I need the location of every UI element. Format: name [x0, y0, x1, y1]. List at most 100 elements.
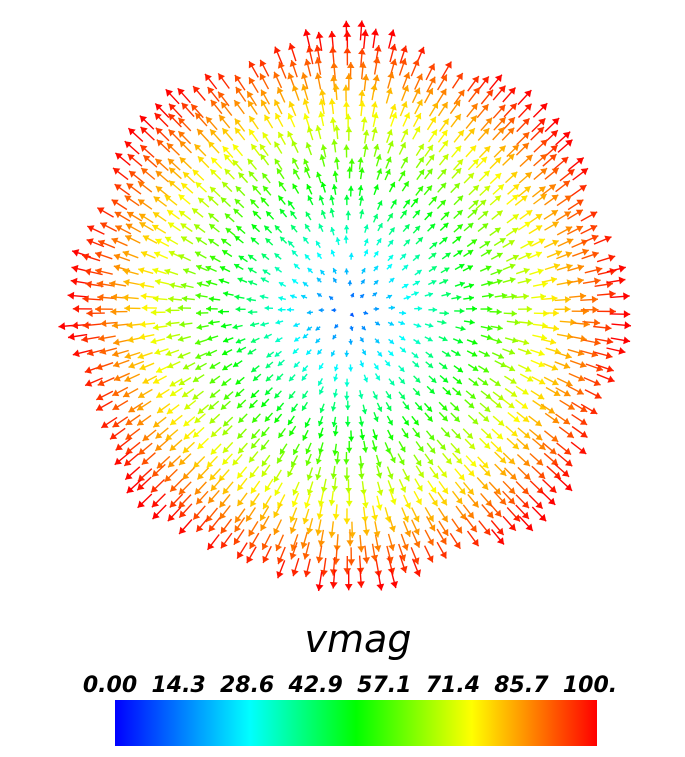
vector-glyph-head — [349, 326, 354, 331]
vector-glyph-head — [357, 546, 365, 553]
vector-glyph-head — [275, 337, 281, 342]
vector-glyph-head — [482, 461, 489, 469]
vector-glyph-head — [387, 71, 395, 79]
vector-glyph-head — [167, 158, 175, 166]
vector-glyph-head — [97, 379, 105, 387]
vector-glyph-head — [220, 322, 227, 329]
vector-glyph-head — [442, 415, 448, 422]
vector-glyph-head — [166, 333, 173, 340]
vector-glyph-head — [508, 240, 515, 246]
vector-glyph-head — [496, 252, 503, 259]
vector-glyph-head — [522, 388, 529, 395]
vector-glyph-head — [273, 475, 280, 483]
vector-glyph-head — [590, 224, 598, 232]
vector-glyph-head — [362, 557, 370, 564]
vector-glyph-head — [389, 321, 394, 326]
vector-glyph-head — [524, 90, 532, 98]
vector-glyph-head — [485, 393, 492, 399]
vector-glyph-head — [496, 308, 502, 315]
vector-glyph-head — [218, 278, 225, 284]
vector-glyph-head — [317, 293, 322, 298]
vector-glyph-head — [219, 114, 226, 122]
vector-glyph-head — [429, 388, 435, 394]
vector-glyph-head — [376, 168, 383, 175]
vector-glyph-head — [248, 77, 256, 85]
vector-glyph-head — [535, 214, 543, 221]
vector-glyph-head — [316, 171, 322, 178]
vector-glyph-head — [194, 144, 202, 151]
vector-glyph-head — [306, 527, 314, 535]
vector-glyph-head — [344, 584, 353, 591]
vector-glyph-head — [386, 129, 393, 136]
vector-glyph-head — [222, 458, 229, 465]
vector-glyph-head — [618, 347, 626, 355]
vector-glyph-head — [331, 184, 338, 190]
vector-glyph-head — [113, 167, 121, 175]
vector-glyph-head — [454, 432, 461, 439]
vector-glyph-head — [399, 170, 406, 177]
vector-glyph-head — [468, 469, 475, 477]
vector-glyph-head — [440, 169, 447, 175]
vector-glyph-head — [294, 337, 299, 342]
vector-glyph-head — [246, 555, 254, 564]
vector-glyph-head — [440, 88, 447, 96]
vector-glyph-head — [360, 116, 368, 123]
vector-glyph-head — [128, 361, 136, 369]
vector-glyph-head — [389, 43, 397, 51]
vector-glyph-head — [334, 458, 341, 465]
vector-glyph-head — [274, 158, 281, 165]
vector-glyph-head — [143, 155, 151, 163]
vector-glyph-head — [442, 154, 449, 161]
vector-glyph-head — [259, 144, 266, 151]
vector-glyph-head — [196, 497, 203, 505]
vector-glyph-head — [195, 182, 202, 189]
vector-glyph-head — [403, 112, 411, 119]
vector-glyph-head — [293, 322, 299, 328]
vector-glyph-head — [261, 460, 268, 467]
vector-glyph-head — [300, 541, 308, 549]
vector-glyph-head — [350, 293, 355, 298]
vector-glyph-head — [154, 348, 161, 355]
vector-glyph-head — [608, 254, 616, 262]
vector-glyph-head — [315, 529, 323, 536]
vector-glyph-head — [362, 529, 370, 536]
vector-glyph-head — [539, 154, 547, 161]
vector-glyph-head — [413, 528, 420, 535]
vector-glyph-head — [570, 318, 577, 326]
colorbar-tick-label: 57.1 — [357, 673, 411, 698]
vector-glyph-head — [205, 73, 212, 82]
vector-glyph-head — [278, 296, 284, 302]
vector-glyph-head — [124, 195, 132, 203]
vector-glyph-head — [401, 310, 407, 316]
vector-glyph-head — [260, 514, 267, 521]
vector-glyph-head — [376, 238, 382, 244]
vector-glyph-head — [468, 443, 475, 450]
vector-glyph-head — [473, 87, 480, 95]
vector-glyph-head — [286, 307, 291, 313]
vector-glyph-head — [252, 210, 259, 217]
vector-glyph-head — [223, 337, 229, 343]
vector-glyph-head — [403, 264, 409, 270]
vector-glyph-head — [305, 211, 311, 218]
vector-glyph-head — [362, 74, 370, 81]
vector-glyph-head — [152, 295, 159, 303]
vector-glyph-head — [85, 280, 92, 289]
vector-glyph-head — [113, 253, 121, 261]
vector-glyph-head — [494, 227, 501, 234]
vector-glyph-head — [303, 29, 311, 37]
vector-glyph-head — [377, 351, 382, 357]
vector-glyph-head — [248, 61, 256, 69]
vector-glyph-head — [429, 223, 436, 230]
vector-glyph-head — [443, 211, 450, 218]
vector-glyph-head — [95, 363, 103, 371]
vector-glyph-head — [72, 305, 80, 313]
vector-glyph-head — [523, 472, 531, 480]
vector-glyph-head — [195, 112, 202, 120]
vector-glyph-head — [361, 325, 366, 331]
vector-glyph-head — [293, 362, 299, 368]
vector-glyph-head — [346, 540, 354, 547]
vector-glyph-head — [522, 132, 530, 140]
vector-glyph-head — [539, 403, 546, 410]
vector-glyph-head — [458, 264, 465, 270]
vector-glyph-head — [523, 339, 530, 346]
